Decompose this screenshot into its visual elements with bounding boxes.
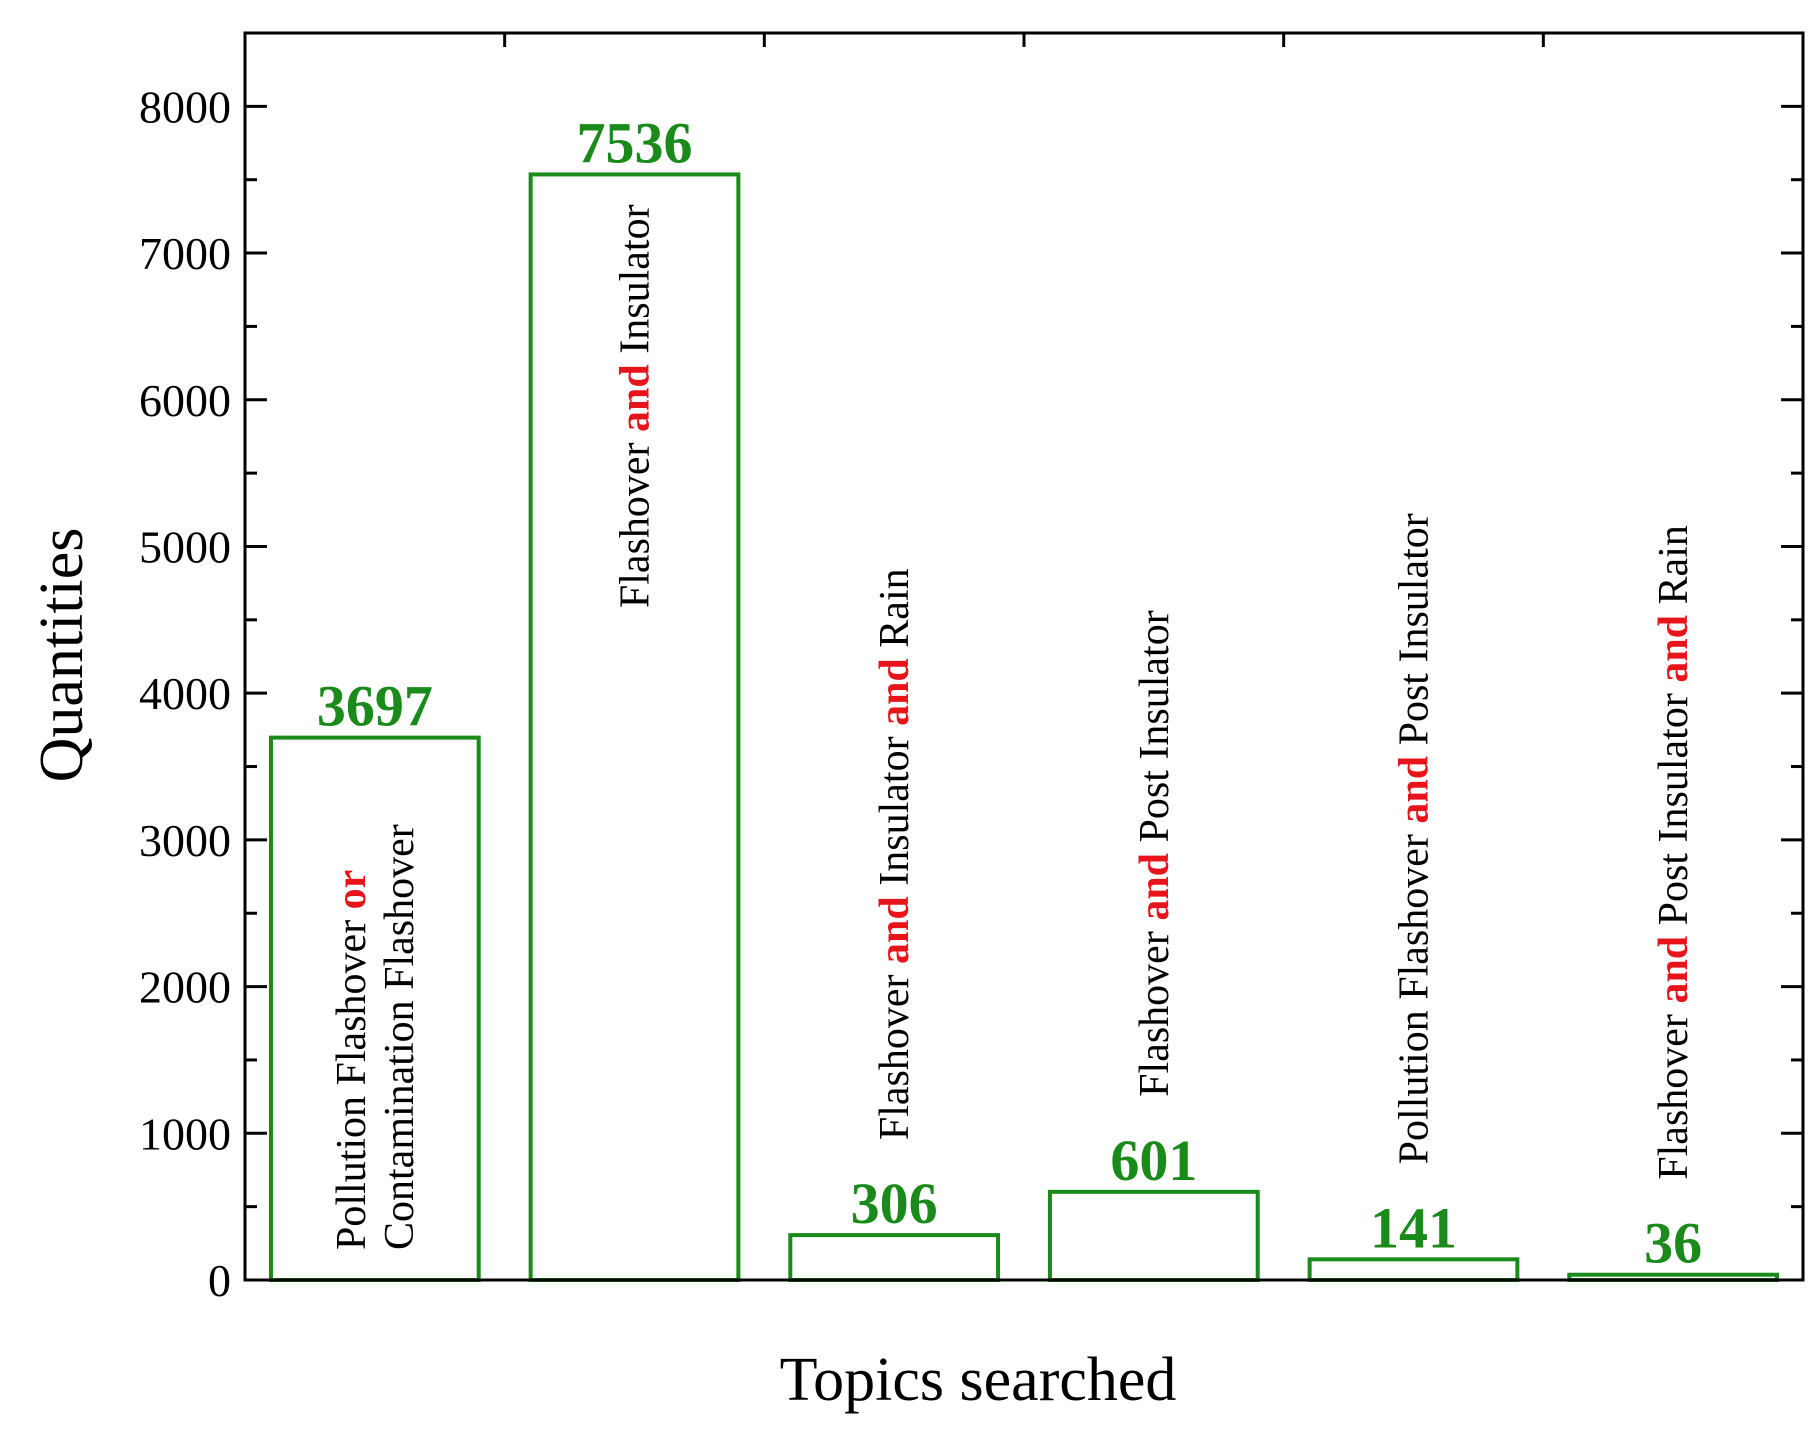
category-label-part: Pollution Flashover — [329, 909, 375, 1250]
category-label-part: Post Insulator — [1392, 513, 1438, 756]
bar-value-label: 3697 — [317, 674, 433, 739]
category-label-part: Rain — [872, 568, 918, 658]
y-tick-label: 7000 — [139, 228, 231, 279]
bar — [268, 735, 481, 1282]
bar — [788, 1233, 1001, 1283]
y-tick-label: 4000 — [139, 668, 231, 719]
category-label: Contamination Flashover — [377, 824, 423, 1250]
category-label-part: Insulator — [613, 204, 659, 364]
bar — [528, 172, 741, 1283]
category-label: Pollution Flashover and Post Insulator — [1392, 513, 1438, 1164]
x-axis-title: Topics searched — [780, 1346, 1177, 1414]
category-label-operator: and — [1651, 615, 1697, 683]
y-tick-label: 1000 — [139, 1108, 231, 1159]
category-label-operator: and — [1651, 936, 1697, 1004]
y-tick-label: 6000 — [139, 375, 231, 426]
category-label: Flashover and Insulator — [613, 204, 659, 608]
category-label-part: Post Insulator — [1651, 683, 1697, 936]
category-label: Flashover and Post Insulator — [1132, 610, 1178, 1097]
y-tick-label: 2000 — [139, 962, 231, 1013]
bar-value-label: 601 — [1110, 1128, 1197, 1193]
bar — [1307, 1257, 1520, 1282]
y-tick-label: 8000 — [139, 81, 231, 132]
category-label-part: Flashover — [872, 964, 918, 1140]
y-tick-label: 5000 — [139, 521, 231, 572]
category-label-operator: or — [329, 870, 375, 910]
category-label-part: Pollution Flashover — [1392, 824, 1438, 1165]
category-label-operator: and — [1392, 756, 1438, 824]
category-label: Pollution Flashover or — [329, 870, 375, 1250]
bar-value-label: 36 — [1644, 1211, 1702, 1276]
bar-value-label: 7536 — [577, 110, 693, 175]
category-label-operator: and — [872, 896, 918, 964]
category-label-part: Flashover — [1651, 1004, 1697, 1180]
category-label-part: Post Insulator — [1132, 610, 1178, 853]
category-label-part: Contamination Flashover — [377, 824, 423, 1250]
plot-frame — [243, 31, 1805, 1282]
category-label-operator: and — [613, 364, 659, 432]
category-label: Flashover and Post Insulator and Rain — [1651, 525, 1697, 1180]
category-label-operator: and — [1132, 853, 1178, 921]
bars: 3697 7536 306 601 141 36 — [268, 110, 1780, 1283]
category-label: Flashover and Insulator and Rain — [872, 568, 918, 1140]
y-tick-label: 3000 — [139, 815, 231, 866]
y-tick-label: 0 — [208, 1255, 231, 1306]
y-axis-title: Quantities — [28, 528, 96, 783]
category-label-part: Flashover — [1132, 921, 1178, 1097]
bar — [1047, 1189, 1260, 1282]
category-label-operator: and — [872, 658, 918, 726]
bar-value-label: 141 — [1370, 1195, 1457, 1260]
category-labels: Pollution Flashover or Contamination Flas… — [329, 204, 1697, 1250]
bar-value-label: 306 — [851, 1171, 938, 1236]
category-label-part: Flashover — [613, 432, 659, 608]
category-label-part: Rain — [1651, 525, 1697, 615]
category-label-part: Insulator — [872, 726, 918, 896]
y-axis-ticks: 0 1000 2000 3000 4000 5000 6000 7000 8000 — [139, 33, 1803, 1306]
